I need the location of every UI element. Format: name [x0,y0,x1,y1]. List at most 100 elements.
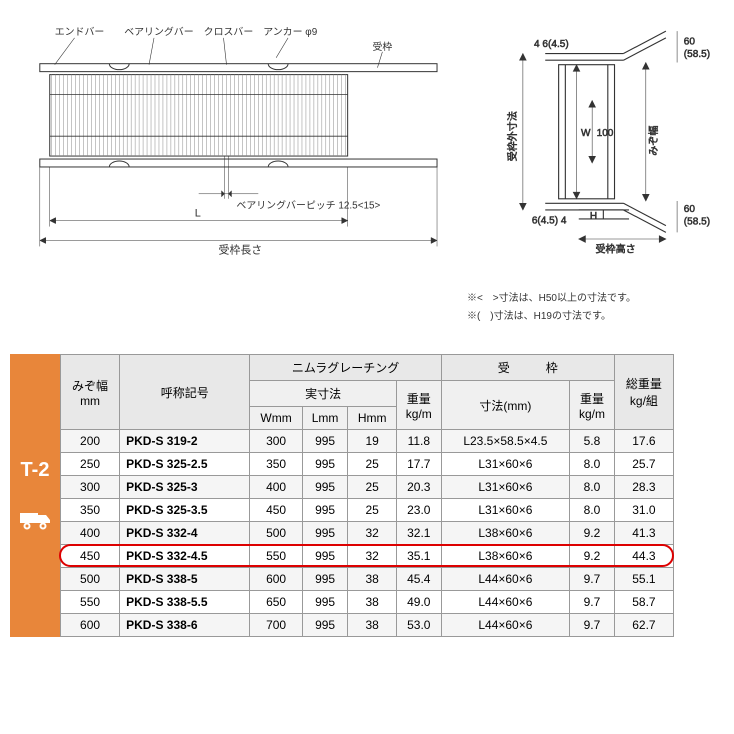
label-anchor: アンカー φ9 [263,26,317,38]
cell-H: 38 [348,591,397,614]
cell-dim: L31×60×6 [441,476,569,499]
cell-groove: 600 [61,614,120,637]
cell-groove: 400 [61,522,120,545]
cell-L: 995 [302,545,348,568]
label-top-left: 4 6(4.5) [534,39,569,50]
label-frame-height: 受枠高さ [595,242,635,255]
cell-groove: 200 [61,430,120,453]
hdr-dim: 寸法(mm) [441,381,569,430]
cell-code: PKD-S 338-6 [120,614,250,637]
cell-code: PKD-S 325-3.5 [120,499,250,522]
table-row: 350PKD-S 325-3.54509952523.0L31×60×68.03… [61,499,674,522]
cell-total: 25.7 [614,453,673,476]
cell-L: 995 [302,453,348,476]
cell-total: 28.3 [614,476,673,499]
diagrams-row: エンドバー ベアリングバー クロスバー アンカー φ9 受枠 [10,20,724,324]
table-row: 450PKD-S 332-4.55509953235.1L38×60×69.24… [61,545,674,568]
cell-groove: 350 [61,499,120,522]
cell-dim: L44×60×6 [441,568,569,591]
truck-icon [18,507,52,533]
cell-total: 58.7 [614,591,673,614]
cell-code: PKD-S 325-3 [120,476,250,499]
cell-total: 41.3 [614,522,673,545]
cell-groove: 300 [61,476,120,499]
cell-W: 500 [250,522,302,545]
cell-code: PKD-S 338-5.5 [120,591,250,614]
label-r2b: (58.5) [684,217,710,228]
cell-wt: 23.0 [396,499,441,522]
cell-wt: 45.4 [396,568,441,591]
cell-code: PKD-S 325-2.5 [120,453,250,476]
cell-fwt: 9.7 [570,568,615,591]
cell-wt: 20.3 [396,476,441,499]
label-100: 100 [597,128,614,139]
note-2: ※( )寸法は、H19の寸法です。 [467,310,724,324]
cell-H: 19 [348,430,397,453]
hdr-code: 呼称記号 [120,355,250,430]
label-L: L [195,208,201,220]
cell-total: 17.6 [614,430,673,453]
cell-fwt: 9.7 [570,591,615,614]
cell-dim: L44×60×6 [441,591,569,614]
hdr-groove: みぞ幅mm [61,355,120,430]
cell-H: 25 [348,453,397,476]
cell-code: PKD-S 338-5 [120,568,250,591]
cell-fwt: 8.0 [570,476,615,499]
table-row: 500PKD-S 338-56009953845.4L44×60×69.755.… [61,568,674,591]
table-row: 250PKD-S 325-2.53509952517.7L31×60×68.02… [61,453,674,476]
side-label-text: T-2 [21,459,50,482]
cell-H: 38 [348,568,397,591]
cell-H: 32 [348,545,397,568]
page-container: エンドバー ベアリングバー クロスバー アンカー φ9 受枠 [0,0,734,657]
hdr-W: Wmm [250,407,302,430]
cell-code: PKD-S 319-2 [120,430,250,453]
cell-W: 700 [250,614,302,637]
label-W: W [581,128,591,139]
hdr-grating: ニムラグレーチング [250,355,441,381]
hdr-H: Hmm [348,407,397,430]
side-label: T-2 [10,354,60,637]
cell-dim: L31×60×6 [441,499,569,522]
cell-wt: 11.8 [396,430,441,453]
cell-dim: L38×60×6 [441,522,569,545]
table-row: 300PKD-S 325-34009952520.3L31×60×68.028.… [61,476,674,499]
cell-total: 55.1 [614,568,673,591]
cell-L: 995 [302,522,348,545]
cell-wt: 49.0 [396,591,441,614]
cell-fwt: 8.0 [570,453,615,476]
cell-L: 995 [302,568,348,591]
cell-W: 300 [250,430,302,453]
cell-L: 995 [302,591,348,614]
hdr-actual: 実寸法 [250,381,397,407]
cell-dim: L23.5×58.5×4.5 [441,430,569,453]
spec-table: みぞ幅mm 呼称記号 ニムラグレーチング 受 枠 総重量kg/組 実寸法 重量k… [60,354,674,637]
cell-fwt: 9.2 [570,522,615,545]
label-crossbar: クロスバー [204,26,254,38]
label-frame-outer: 受枠外寸法 [506,111,519,161]
hdr-total: 総重量kg/組 [614,355,673,430]
diagram-grating-plan: エンドバー ベアリングバー クロスバー アンカー φ9 受枠 [10,20,447,324]
label-frame: 受枠 [372,40,392,53]
table-row: 400PKD-S 332-45009953232.1L38×60×69.241.… [61,522,674,545]
table-section: T-2 みぞ幅mm 呼称記号 [10,354,724,637]
label-pitch: ベアリングバーピッチ 12.5<15> [236,199,380,212]
cell-dim: L44×60×6 [441,614,569,637]
label-r1b: (58.5) [684,49,710,60]
table-row: 600PKD-S 338-67009953853.0L44×60×69.762.… [61,614,674,637]
cell-W: 600 [250,568,302,591]
cell-total: 31.0 [614,499,673,522]
label-frame-length: 受枠長さ [219,242,263,256]
cell-groove: 550 [61,591,120,614]
cell-fwt: 9.7 [570,614,615,637]
cell-H: 38 [348,614,397,637]
cell-code: PKD-S 332-4.5 [120,545,250,568]
cell-H: 32 [348,522,397,545]
cell-fwt: 5.8 [570,430,615,453]
cell-H: 25 [348,499,397,522]
cell-H: 25 [348,476,397,499]
label-r2: 60 [684,204,696,215]
cell-W: 550 [250,545,302,568]
hdr-L: Lmm [302,407,348,430]
label-bottom-left: 6(4.5) 4 [532,215,567,226]
cell-dim: L31×60×6 [441,453,569,476]
